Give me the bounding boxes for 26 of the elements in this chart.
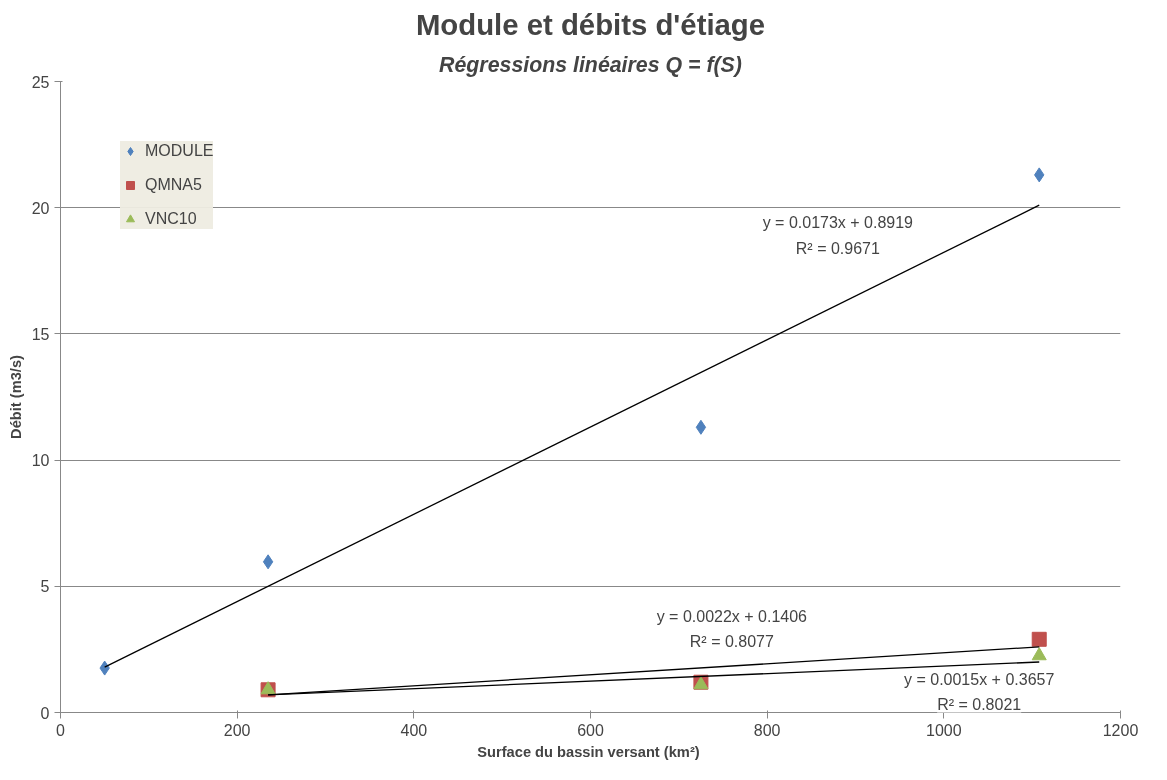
annotation: y = 0.0022x + 0.1406 bbox=[656, 608, 808, 626]
legend-label: MODULE bbox=[145, 142, 214, 160]
legend-label: VNC10 bbox=[145, 210, 197, 228]
x-tick-label: 400 bbox=[400, 721, 428, 739]
y-tick-label: 25 bbox=[31, 73, 50, 91]
annotation: R² = 0.8077 bbox=[689, 633, 774, 651]
chart-title: Module et débits d'étiage bbox=[415, 7, 766, 41]
annotation: y = 0.0173x + 0.8919 bbox=[762, 214, 914, 232]
y-tick-label: 10 bbox=[31, 452, 50, 470]
y-axis-title: Débit (m3/s) bbox=[7, 354, 24, 439]
x-tick-label: 1200 bbox=[1102, 721, 1139, 739]
y-tick-label: 20 bbox=[31, 199, 50, 217]
y-tick-label: 5 bbox=[40, 578, 50, 596]
chart-subtitle: Régressions linéaires Q = f(S) bbox=[439, 52, 742, 77]
x-tick-label: 200 bbox=[223, 721, 251, 739]
annotation: y = 0.0015x + 0.3657 bbox=[903, 671, 1055, 689]
x-tick-label: 600 bbox=[577, 721, 604, 739]
x-tick-label: 800 bbox=[753, 721, 781, 739]
x-tick-label: 1000 bbox=[926, 721, 962, 739]
x-axis-title: Surface du bassin versant (km²) bbox=[477, 743, 700, 760]
legend-label: QMNA5 bbox=[145, 176, 202, 194]
annotation: R² = 0.8021 bbox=[937, 696, 1022, 714]
x-tick-label: 0 bbox=[56, 721, 66, 739]
y-tick-label: 15 bbox=[31, 325, 50, 343]
annotation: R² = 0.9671 bbox=[795, 239, 880, 257]
y-tick-label: 0 bbox=[40, 704, 50, 722]
